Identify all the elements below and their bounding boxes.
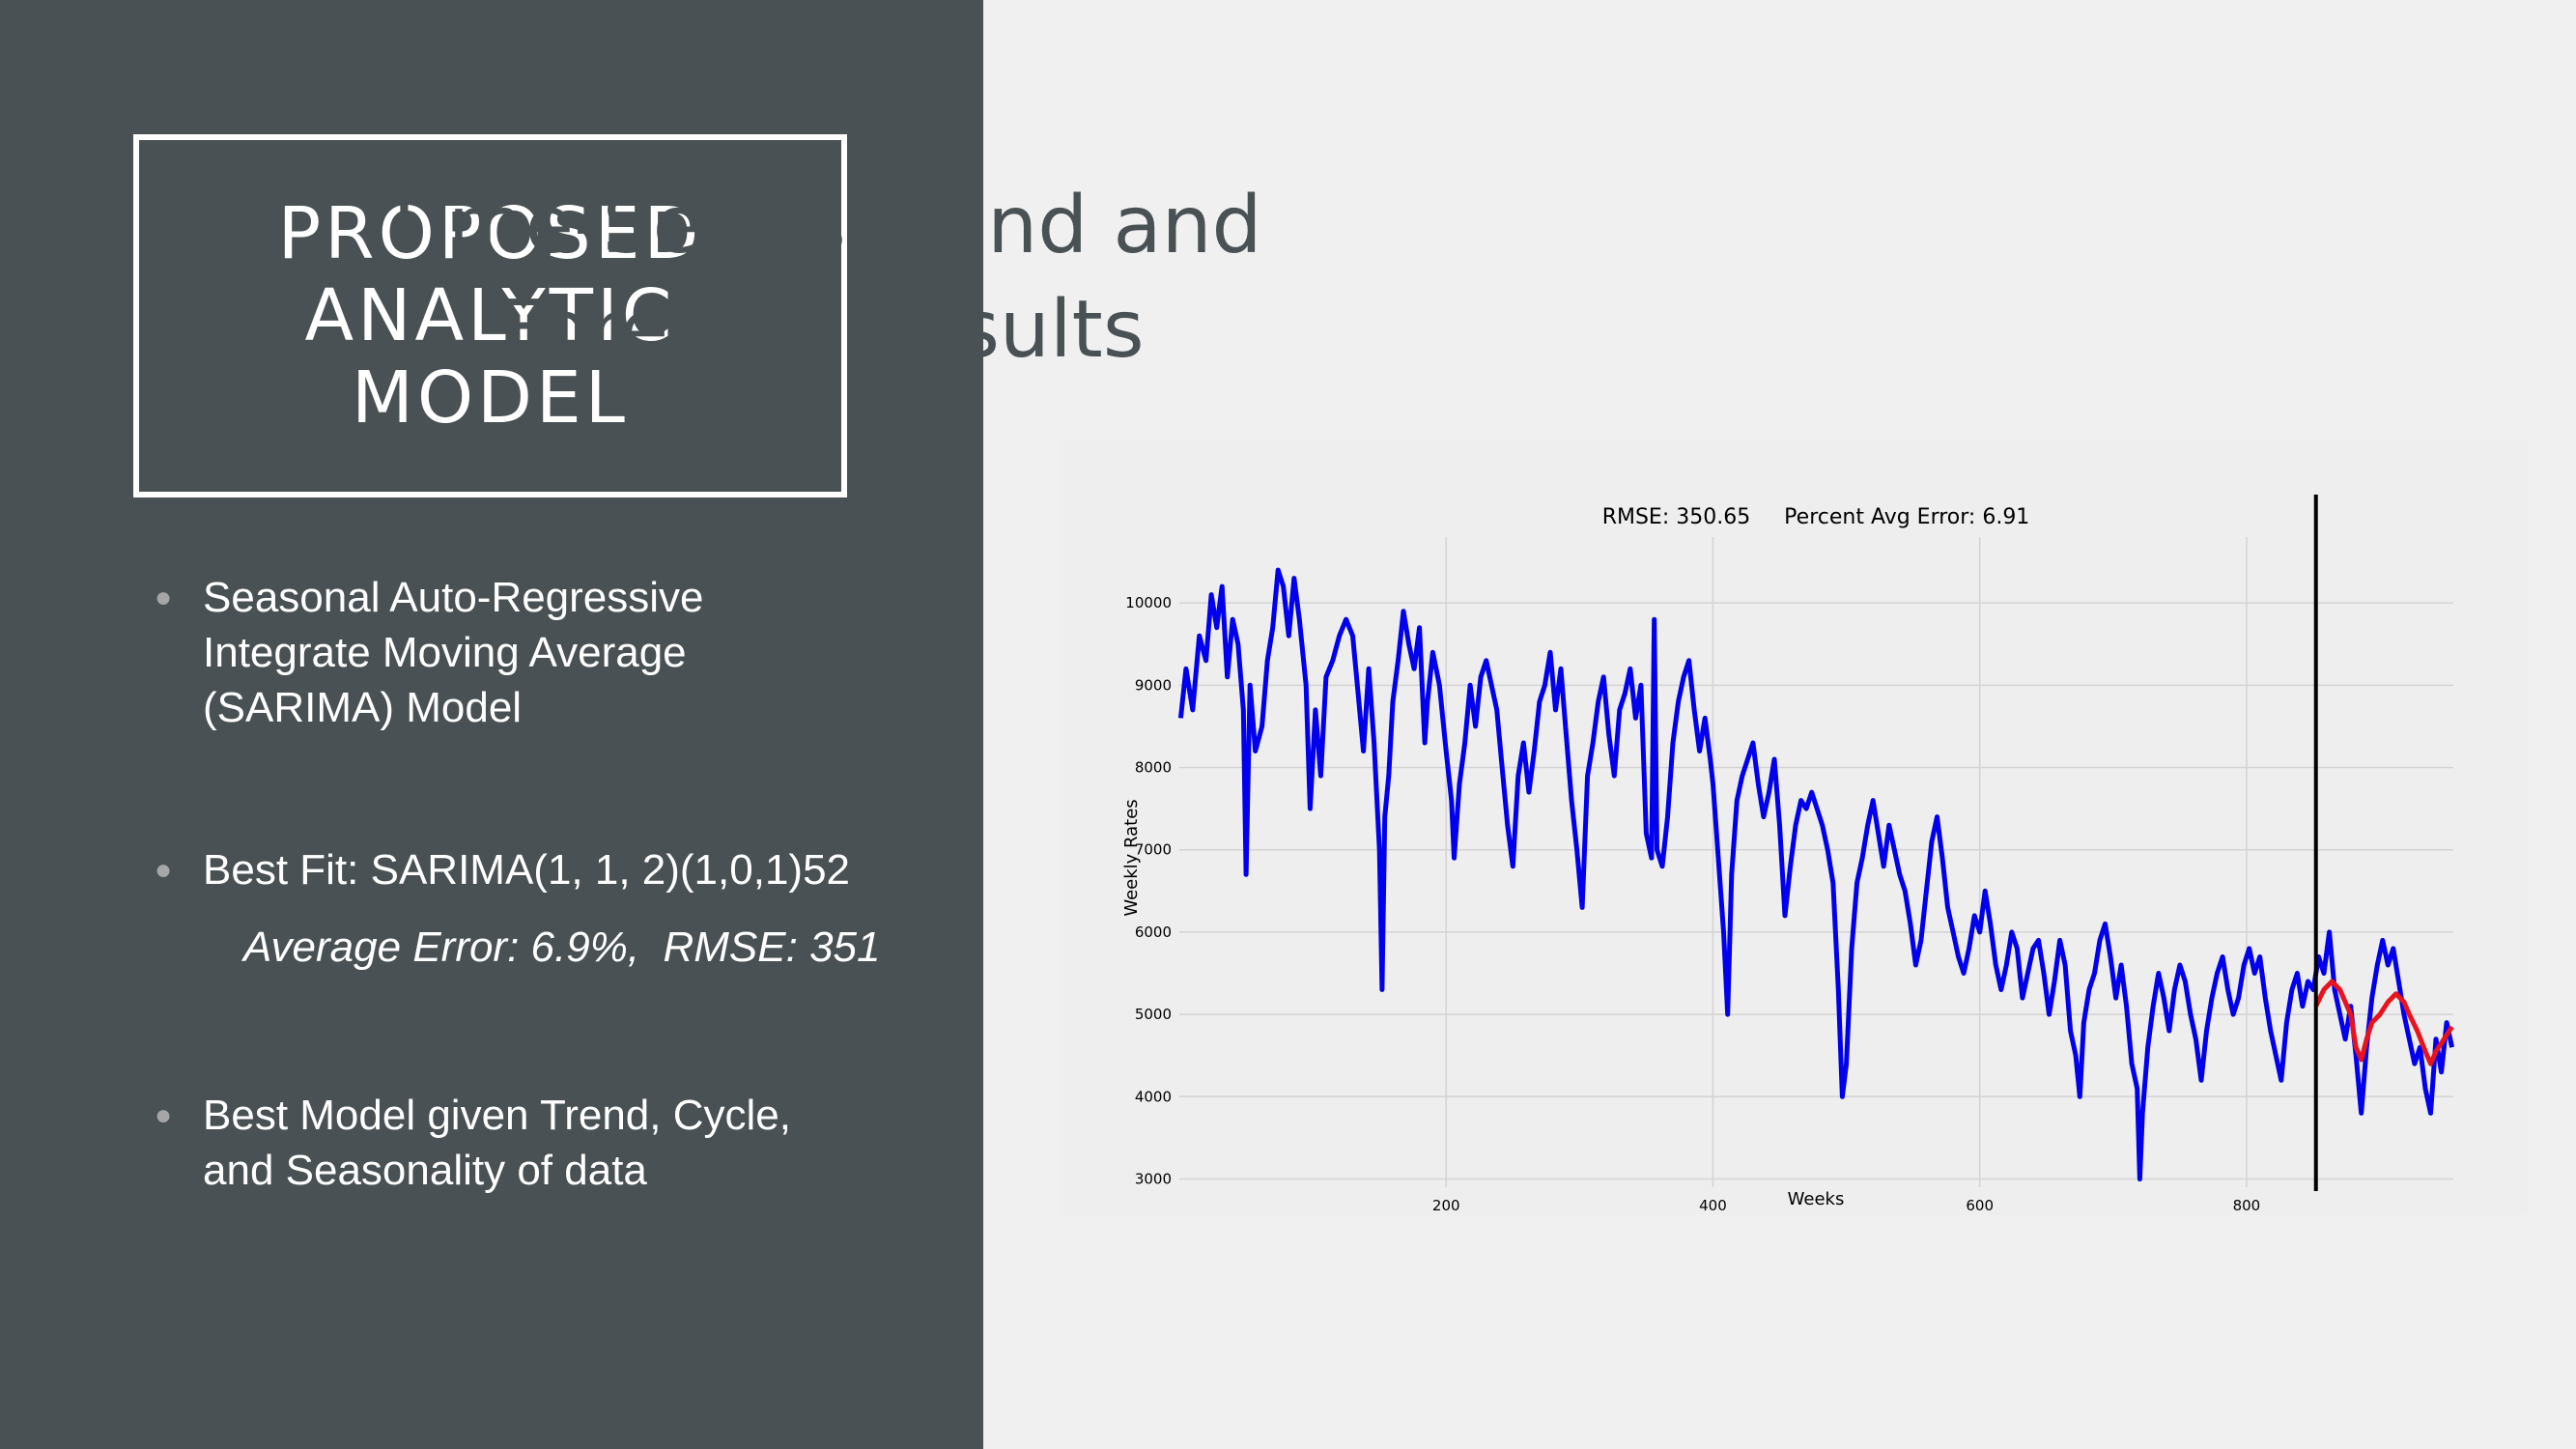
section-title-line: MODEL — [351, 355, 630, 440]
x-tick-label: 800 — [2233, 1197, 2261, 1214]
bullet-line: Integrate Moving Average — [203, 629, 687, 676]
x-tick-label: 400 — [1699, 1197, 1727, 1214]
bullet-dot-icon: ● — [155, 582, 173, 613]
bullet-text: Seasonal Auto-Regressive Integrate Movin… — [203, 570, 704, 735]
section-title-line: PROPOSED — [277, 191, 703, 275]
section-title-line: ANALYTIC — [304, 273, 676, 357]
y-tick-label: 5000 — [1135, 1006, 1172, 1023]
y-tick-label: 10000 — [1125, 594, 1172, 611]
x-tick-label: 200 — [1432, 1197, 1460, 1214]
y-axis-label: Weekly Rates — [1121, 799, 1142, 916]
bullet-line: (SARIMA) Model — [203, 684, 523, 731]
actual-series-line — [1177, 567, 2455, 1181]
y-tick-label: 4000 — [1135, 1088, 1172, 1105]
y-tick-label: 3000 — [1135, 1170, 1172, 1187]
left-panel: PROPOSED ANALYTIC MODEL ● Seasonal Auto-… — [0, 0, 983, 1449]
slide-title-line: Forecast Results — [497, 284, 1145, 376]
y-tick-label: 6000 — [1135, 923, 1172, 941]
chart-card: 3000 4000 5000 6000 7000 8000 9000 10000 200 400 6… — [1061, 440, 2529, 1215]
series-layer — [1177, 495, 2455, 1191]
chart-title: RMSE: 350.65 Percent Avg Error: 6.91 — [1602, 505, 2030, 529]
bullet-dot-icon: ● — [155, 1099, 173, 1131]
forecast-series-line — [2313, 979, 2454, 1066]
section-title: PROPOSED ANALYTIC MODEL — [277, 191, 703, 440]
bullet-line: and Seasonality of data — [203, 1147, 647, 1194]
grid-layer — [1179, 537, 2453, 1187]
bullet-text: Best Fit: SARIMA(1, 1, 2)(1,0,1)52 — [203, 842, 850, 897]
bullet-line: Seasonal Auto-Regressive — [203, 574, 704, 621]
best-fit-error-note: Average Error: 6.9%, RMSE: 351 — [243, 923, 881, 971]
slide-title-line: Time-Series Trend and — [380, 180, 1262, 271]
section-title-box: PROPOSED ANALYTIC MODEL — [133, 134, 847, 497]
y-tick-label: 8000 — [1135, 759, 1172, 777]
x-tick-label: 600 — [1966, 1197, 1994, 1214]
bullet-text: Best Model given Trend, Cycle, and Seaso… — [203, 1088, 791, 1198]
slide-title: Time-Series Trend and Forecast Results — [0, 174, 1642, 383]
forecast-chart: 3000 4000 5000 6000 7000 8000 9000 10000 200 400 6… — [1121, 495, 2455, 1214]
tick-layer: 3000 4000 5000 6000 7000 8000 9000 10000 200 400 6… — [1125, 594, 2260, 1214]
bullet-dot-icon: ● — [155, 854, 173, 886]
bullet-line: Best Model given Trend, Cycle, — [203, 1092, 791, 1139]
bullet-line: Best Fit: SARIMA(1, 1, 2)(1,0,1)52 — [203, 846, 851, 894]
y-tick-label: 9000 — [1135, 676, 1172, 694]
x-axis-label: Weeks — [1788, 1189, 1845, 1209]
y-tick-label: 7000 — [1135, 841, 1172, 859]
